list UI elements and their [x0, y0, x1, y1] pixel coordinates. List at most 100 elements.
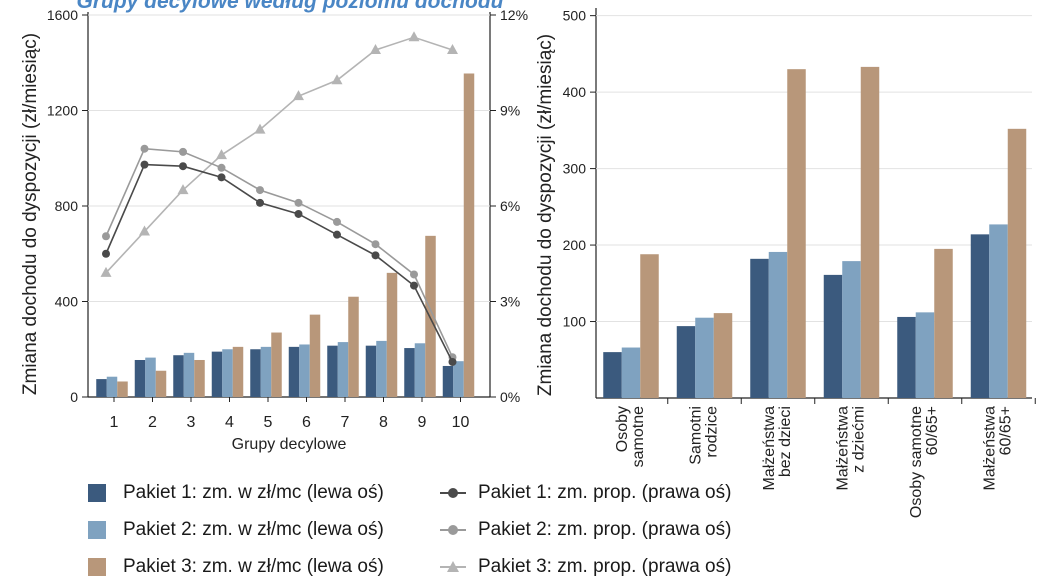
- bar-pakiet1: [404, 348, 415, 397]
- legend-swatch-pakiet2: [88, 521, 106, 539]
- x-tick-label-line: Osoby: [614, 406, 631, 452]
- bar-pakiet1: [365, 345, 377, 397]
- x-tick-label-line: Osoby samotne: [908, 406, 925, 518]
- line-pakiet3: [105, 36, 453, 274]
- x-tick-label-line: z dziećmi: [851, 406, 868, 473]
- x-tick-label: 10: [452, 414, 470, 431]
- legend-label: Pakiet 1: zm. w zł/mc (lewa oś): [123, 482, 384, 503]
- legend-label: Pakiet 1: zm. prop. (prawa oś): [478, 482, 732, 503]
- bar-pakiet3: [348, 296, 359, 397]
- right-y-tick-label: 3%: [500, 294, 520, 310]
- x-tick-label-line: Samotni: [688, 406, 705, 465]
- point-pakiet1: [410, 281, 418, 290]
- x-tick-label: 6: [302, 414, 311, 431]
- x-tick-label: 8: [379, 414, 388, 431]
- left-y-tick-label: 1600: [47, 7, 78, 23]
- x-tick-label: 3: [187, 414, 196, 431]
- point-pakiet2: [410, 270, 418, 279]
- x-tick-label-line: Małżeństwa: [835, 406, 852, 491]
- right-y-tick-label: 0%: [500, 389, 520, 405]
- right-chart: 100 200 300 400 500 Osobysamotne Samotnirodzic…: [535, 8, 1036, 518]
- right-y-tick-label: 9%: [500, 103, 520, 119]
- bar-pakiet2: [621, 347, 641, 398]
- legend-label: Pakiet 2: zm. prop. (prawa oś): [478, 519, 732, 540]
- right-y-tick-label: 6%: [500, 198, 520, 214]
- bar-pakiet3: [787, 69, 806, 399]
- y-tick-label: 300: [563, 161, 587, 177]
- y-axis-title: Zmiana dochodu do dyspozycji (zł/miesiąc…: [535, 34, 556, 396]
- point-pakiet1: [140, 160, 149, 169]
- point-pakiet3: [408, 31, 420, 42]
- legend-item-pakiet3-line: Pakiet 3: zm. prop. (prawa oś): [440, 556, 731, 578]
- line-pakiet1: [105, 163, 454, 363]
- point-pakiet3: [177, 184, 189, 195]
- bar-pakiet1: [250, 349, 261, 397]
- legend-item-pakiet3-bar: Pakiet 3: zm. w zł/mc (lewa oś): [88, 556, 384, 578]
- legend-item-pakiet1-bar: Pakiet 1: zm. w zł/mc (lewa oś): [88, 482, 384, 504]
- bar-pakiet2: [222, 349, 233, 397]
- point-pakiet1: [217, 173, 226, 182]
- x-tick-label: Małżeństwa60/65+: [982, 406, 1015, 491]
- bar-pakiet1: [173, 355, 184, 397]
- x-tick-label-line: samotne: [630, 406, 647, 467]
- bar-pakiet2: [414, 343, 426, 397]
- point-pakiet1: [179, 162, 187, 171]
- x-tick-label: 4: [225, 414, 234, 431]
- point-pakiet2: [256, 186, 264, 195]
- x-axis-title: Grupy decylowe: [232, 436, 347, 453]
- point-pakiet1: [102, 249, 110, 258]
- point-pakiet3: [216, 149, 227, 160]
- bar-pakiet2: [337, 342, 349, 397]
- x-tick-label-line: 60/65+: [998, 406, 1015, 455]
- bar-pakiet2: [915, 312, 935, 398]
- x-tick-label: 1: [110, 414, 119, 431]
- point-pakiet2: [179, 147, 187, 156]
- bar-pakiet3: [640, 254, 659, 398]
- left-y-tick-label: 800: [55, 198, 79, 214]
- bar-pakiet2: [453, 361, 464, 397]
- left-chart: 0 400 800 1200 1600 0% 3% 6% 9% 12% 1 2 3 4 5 6 7 8 9 10 Gru…: [20, 7, 528, 453]
- point-pakiet2: [294, 198, 303, 207]
- right-y-tick-label: 12%: [500, 7, 528, 23]
- legend-label: Pakiet 2: zm. w zł/mc (lewa oś): [123, 519, 384, 540]
- bar-pakiet1: [603, 352, 622, 398]
- y-tick-label: 200: [563, 237, 587, 253]
- x-tick-label: 7: [341, 414, 350, 431]
- bar-pakiet3: [232, 346, 244, 397]
- y-tick-label: 500: [563, 8, 587, 24]
- bar-pakiet3: [155, 370, 167, 397]
- point-pakiet2: [217, 163, 226, 172]
- bar-pakiet1: [970, 234, 990, 398]
- bar-pakiet2: [106, 376, 118, 397]
- legend-line-marker-icon: [440, 488, 466, 498]
- point-pakiet3: [100, 266, 112, 277]
- left-y-tick-label: 400: [55, 294, 79, 310]
- bar-pakiet3: [713, 313, 733, 398]
- legend-line-marker-icon: [440, 525, 466, 535]
- point-pakiet3: [293, 90, 304, 101]
- bar-pakiet1: [676, 326, 696, 398]
- bar-pakiet2: [183, 352, 195, 397]
- x-tick-label-line: 60/65+: [924, 406, 941, 455]
- line-pakiet2: [105, 147, 454, 358]
- x-tick-label-line: bez dzieci: [777, 406, 794, 477]
- bar-pakiet3: [194, 359, 205, 397]
- x-tick-label-line: Małżeństwa: [982, 406, 999, 491]
- bar-pakiet3: [425, 235, 436, 397]
- left-y-tick-label: 0: [70, 389, 78, 405]
- x-tick-label: Samotnirodzice: [688, 406, 721, 465]
- point-pakiet1: [448, 357, 457, 366]
- point-pakiet3: [447, 44, 458, 55]
- x-tick-label-line: rodzice: [704, 406, 721, 458]
- point-pakiet1: [333, 230, 341, 239]
- x-tick-label: 5: [264, 414, 273, 431]
- bar-pakiet2: [145, 357, 156, 397]
- x-tick-label: Małżeństwaz dziećmi: [835, 406, 868, 491]
- bar-pakiet1: [134, 359, 146, 397]
- bar-pakiet1: [288, 346, 300, 397]
- point-pakiet1: [371, 251, 380, 260]
- point-pakiet2: [333, 217, 341, 226]
- y-tick-label: 100: [563, 314, 587, 330]
- x-tick-label: 9: [418, 414, 427, 431]
